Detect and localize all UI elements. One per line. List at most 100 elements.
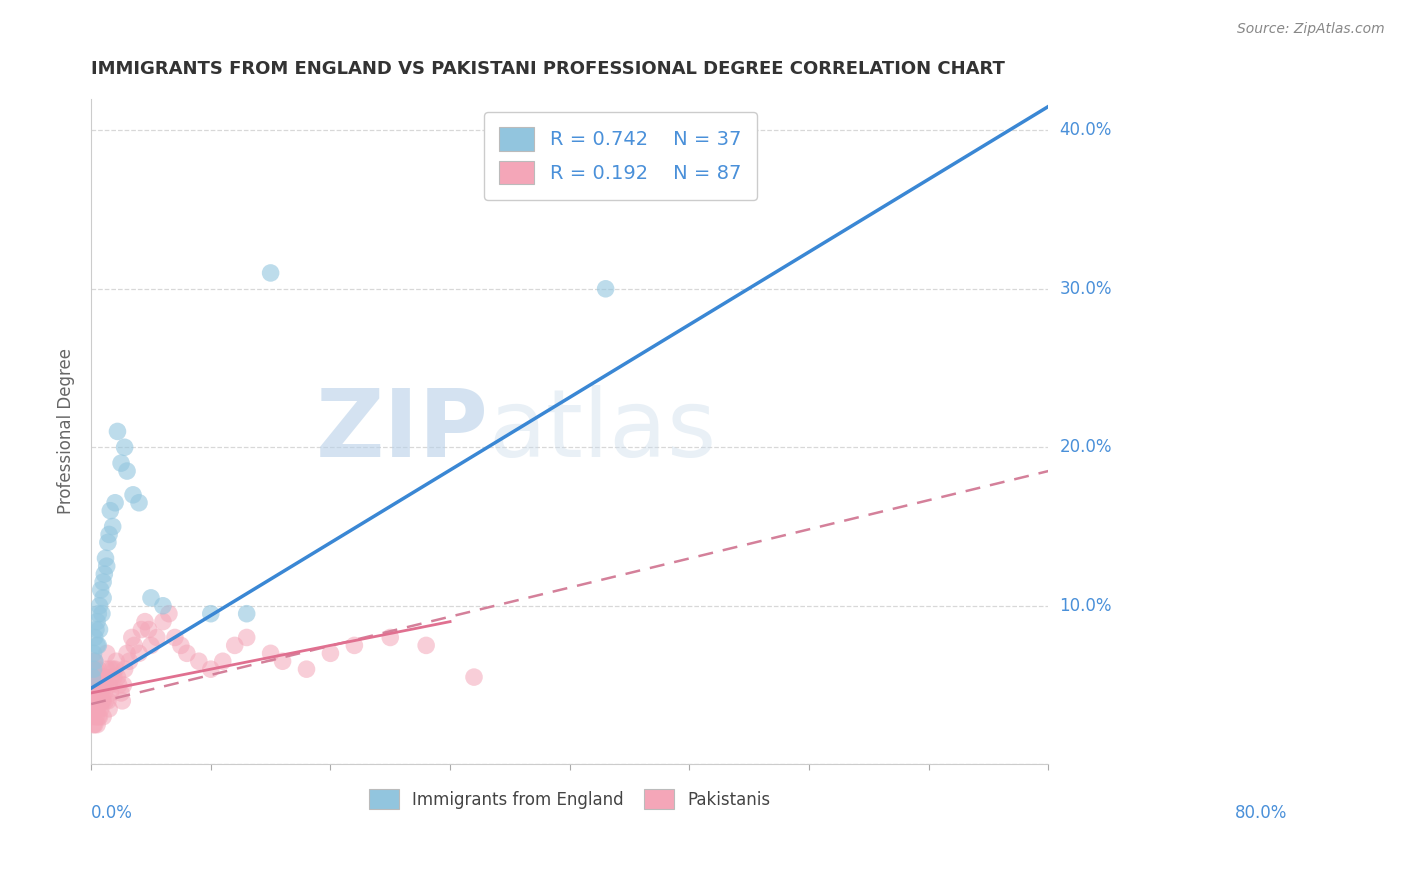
Point: [110, 686, 132, 700]
Point: [87, 662, 110, 676]
Point: [84, 709, 107, 723]
Point: [87, 607, 110, 621]
Point: [84, 694, 107, 708]
Point: [83, 686, 105, 700]
Point: [128, 646, 150, 660]
Point: [224, 639, 246, 653]
Point: [152, 599, 174, 613]
Text: 20.0%: 20.0%: [1059, 438, 1112, 457]
Text: Source: ZipAtlas.com: Source: ZipAtlas.com: [1237, 22, 1385, 37]
Point: [83, 702, 105, 716]
Point: [82, 670, 104, 684]
Point: [91, 574, 114, 589]
Point: [138, 623, 160, 637]
Point: [235, 631, 257, 645]
Y-axis label: Professional Degree: Professional Degree: [58, 349, 75, 515]
Point: [84, 662, 107, 676]
Point: [94, 551, 117, 566]
Point: [82, 662, 104, 676]
Text: 0.0%: 0.0%: [91, 805, 134, 822]
Point: [100, 670, 122, 684]
Point: [678, 131, 700, 145]
Point: [101, 662, 124, 676]
Point: [146, 631, 169, 645]
Point: [139, 591, 162, 605]
Point: [98, 527, 121, 541]
Point: [93, 670, 115, 684]
Point: [122, 639, 145, 653]
Point: [94, 694, 117, 708]
Point: [98, 702, 121, 716]
Point: [96, 646, 118, 660]
Point: [86, 717, 108, 731]
Point: [163, 631, 186, 645]
Point: [115, 464, 138, 478]
Point: [90, 694, 112, 708]
Point: [211, 654, 233, 668]
Point: [82, 694, 104, 708]
Point: [86, 639, 108, 653]
Point: [271, 654, 294, 668]
Point: [107, 670, 129, 684]
Point: [87, 639, 110, 653]
Point: [112, 678, 135, 692]
Text: 40.0%: 40.0%: [1059, 121, 1112, 139]
Point: [103, 670, 125, 684]
Text: 30.0%: 30.0%: [1059, 280, 1112, 298]
Text: IMMIGRANTS FROM ENGLAND VS PAKISTANI PROFESSIONAL DEGREE CORRELATION CHART: IMMIGRANTS FROM ENGLAND VS PAKISTANI PRO…: [91, 60, 1005, 78]
Point: [83, 654, 105, 668]
Point: [157, 607, 180, 621]
Text: atlas: atlas: [488, 385, 717, 477]
Point: [200, 607, 222, 621]
Point: [89, 694, 111, 708]
Point: [83, 686, 105, 700]
Point: [152, 615, 174, 629]
Point: [83, 654, 105, 668]
Point: [83, 670, 105, 684]
Point: [86, 686, 108, 700]
Point: [82, 709, 104, 723]
Point: [83, 646, 105, 660]
Point: [83, 717, 105, 731]
Point: [98, 662, 121, 676]
Point: [91, 591, 114, 605]
Point: [98, 686, 121, 700]
Point: [96, 662, 118, 676]
Point: [89, 709, 111, 723]
Point: [107, 425, 129, 439]
Point: [90, 678, 112, 692]
Point: [83, 662, 105, 676]
Point: [114, 440, 136, 454]
Text: 80.0%: 80.0%: [1236, 805, 1288, 822]
Point: [187, 654, 209, 668]
Point: [134, 615, 156, 629]
Point: [86, 702, 108, 716]
Point: [114, 662, 136, 676]
Point: [83, 702, 105, 716]
Point: [89, 599, 111, 613]
Point: [343, 639, 366, 653]
Point: [131, 623, 153, 637]
Point: [89, 678, 111, 692]
Point: [259, 266, 281, 280]
Point: [139, 639, 162, 653]
Point: [235, 607, 257, 621]
Point: [128, 496, 150, 510]
Point: [170, 639, 193, 653]
Point: [91, 678, 114, 692]
Legend: Immigrants from England, Pakistanis: Immigrants from England, Pakistanis: [363, 782, 778, 816]
Point: [90, 686, 112, 700]
Point: [87, 709, 110, 723]
Point: [86, 615, 108, 629]
Point: [86, 670, 108, 684]
Point: [90, 607, 112, 621]
Point: [97, 535, 120, 549]
Point: [84, 678, 107, 692]
Point: [91, 709, 114, 723]
Point: [98, 678, 121, 692]
Point: [84, 623, 107, 637]
Point: [115, 646, 138, 660]
Point: [121, 631, 143, 645]
Point: [94, 678, 117, 692]
Point: [83, 654, 105, 668]
